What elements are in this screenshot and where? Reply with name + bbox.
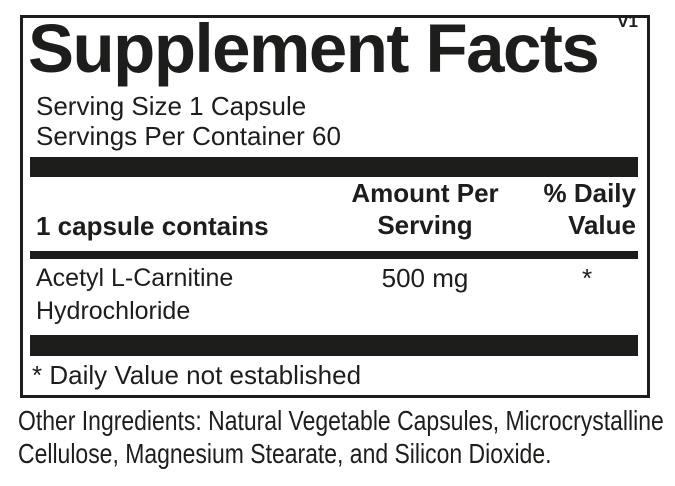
other-ingredients: Other Ingredients: Natural Vegetable Cap… [18, 405, 675, 470]
facts-border-box [20, 15, 650, 398]
header-divider-rule [30, 251, 638, 259]
serving-size-line: Serving Size 1 Capsule [36, 91, 307, 121]
servings-per-container-line: Servings Per Container 60 [36, 121, 341, 151]
column-header-percent-daily-value: % Daily Value [543, 178, 637, 240]
column-header-amount-per-serving: Amount Per Serving [351, 178, 499, 240]
other-ingredients-line-2: Cellulose, Magnesium Stearate, and Silic… [18, 437, 552, 469]
daily-value-footnote: * Daily Value not established [32, 360, 362, 390]
thick-divider-top [30, 157, 638, 177]
supplement-facts-title: Supplement Facts [28, 10, 600, 87]
ingredient-name: Acetyl L-Carnitine Hydrochloride [36, 264, 234, 325]
thick-divider-bottom [30, 335, 638, 356]
ingredient-amount: 500 mg [381, 263, 469, 293]
version-tag: V1 [617, 12, 638, 31]
ingredient-daily-value: * [581, 263, 593, 293]
column-header-capsule-contains: 1 capsule contains [36, 211, 269, 241]
serving-info: Serving Size 1 Capsule Servings Per Cont… [36, 91, 341, 151]
other-ingredients-line-1: Other Ingredients: Natural Vegetable Cap… [18, 405, 664, 436]
